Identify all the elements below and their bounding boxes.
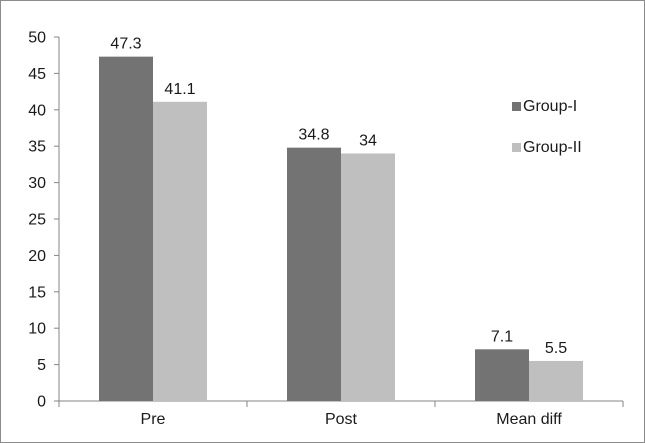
bar-group-i xyxy=(287,147,341,401)
y-tick-label: 30 xyxy=(28,175,46,192)
legend-swatch xyxy=(512,102,521,111)
data-labels: 47.3 34.8 7.1 41.1 34 5.5 xyxy=(110,36,567,357)
data-label: 47.3 xyxy=(110,36,141,53)
y-tick-label: 10 xyxy=(28,321,46,338)
data-label: 34 xyxy=(359,132,377,149)
bar-group-ii xyxy=(341,153,395,401)
legend: Group-I Group-II xyxy=(512,98,582,156)
bar-group-i xyxy=(475,349,529,401)
x-tick-label: Pre xyxy=(141,411,166,428)
legend-swatch xyxy=(512,143,521,152)
data-label: 41.1 xyxy=(164,81,195,98)
x-tick-label: Mean diff xyxy=(496,411,562,428)
y-tick-label: 50 xyxy=(28,30,46,47)
data-label: 5.5 xyxy=(545,340,567,357)
y-tick-label: 0 xyxy=(37,394,46,411)
y-tick-label: 35 xyxy=(28,139,46,156)
y-tick-label: 15 xyxy=(28,284,46,301)
y-tick-label: 25 xyxy=(28,212,46,229)
data-label: 7.1 xyxy=(491,328,513,345)
data-label: 34.8 xyxy=(298,127,329,144)
y-tick-label: 45 xyxy=(28,66,46,83)
legend-label: Group-I xyxy=(523,98,577,115)
x-axis: Pre Post Mean diff xyxy=(58,400,624,428)
x-tick-label: Post xyxy=(325,411,358,428)
y-tick-label: 5 xyxy=(37,357,46,374)
bar-group-ii xyxy=(529,360,583,401)
bar-group-i xyxy=(99,56,153,401)
bar-group-ii xyxy=(153,101,207,402)
bars xyxy=(99,56,583,402)
legend-label: Group-II xyxy=(523,139,582,156)
y-tick-label: 20 xyxy=(28,248,46,265)
y-tick-label: 40 xyxy=(28,102,46,119)
y-axis: 0 5 10 15 20 25 30 35 40 45 50 xyxy=(28,30,60,411)
